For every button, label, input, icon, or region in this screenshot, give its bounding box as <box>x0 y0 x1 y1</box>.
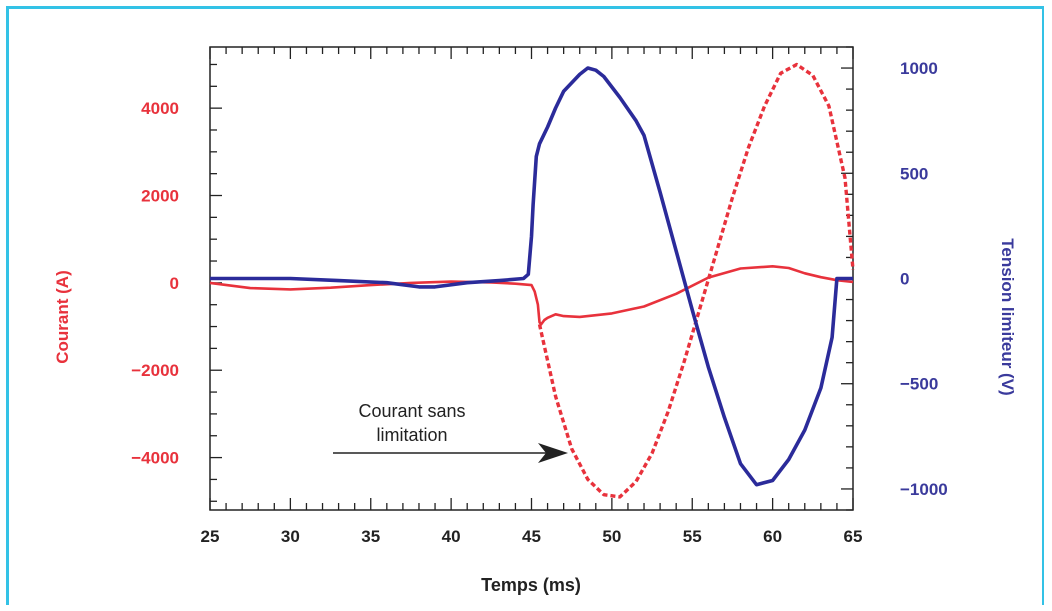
series-courant <box>209 264 854 326</box>
x-tick-label: 55 <box>683 527 702 546</box>
series-courant-sans-limitation <box>537 62 855 499</box>
y-axis-right-title: Tension limiteur (V) <box>998 238 1017 395</box>
annotation-arrow-head <box>538 443 568 463</box>
x-tick-label: 45 <box>522 527 541 546</box>
y-left-tick-label: 2000 <box>141 187 179 206</box>
y-left-tick-label: −2000 <box>131 361 179 380</box>
series-tension-limiteur <box>210 66 853 487</box>
x-tick-label: 35 <box>361 527 380 546</box>
x-tick-label: 25 <box>201 527 220 546</box>
x-tick-label: 65 <box>844 527 863 546</box>
y-axis-left-title: Courant (A) <box>53 270 72 363</box>
annotation: Courant sans limitation <box>333 401 568 463</box>
x-axis-title: Temps (ms) <box>481 575 581 595</box>
x-tick-label: 30 <box>281 527 300 546</box>
annotation-line-2: limitation <box>376 425 447 445</box>
y-right-tick-label: 1000 <box>900 59 938 78</box>
chart-frame <box>6 6 1044 605</box>
y-right-tick-label: −1000 <box>900 480 948 499</box>
y-right-tick-label: 0 <box>900 270 909 289</box>
tick-labels: 25 30 35 40 45 50 55 60 65 4000 2000 0 −2000 −4000 100… <box>131 59 948 546</box>
y-right-tick-label: 500 <box>900 164 928 183</box>
x-tick-label: 60 <box>763 527 782 546</box>
x-tick-label: 50 <box>602 527 621 546</box>
y-left-tick-label: −4000 <box>131 449 179 468</box>
y-right-tick-label: −500 <box>900 375 938 394</box>
x-tick-label: 40 <box>442 527 461 546</box>
y-left-tick-label: 4000 <box>141 99 179 118</box>
series-layer <box>209 62 855 499</box>
annotation-line-1: Courant sans <box>358 401 465 421</box>
y-left-tick-label: 0 <box>170 274 179 293</box>
